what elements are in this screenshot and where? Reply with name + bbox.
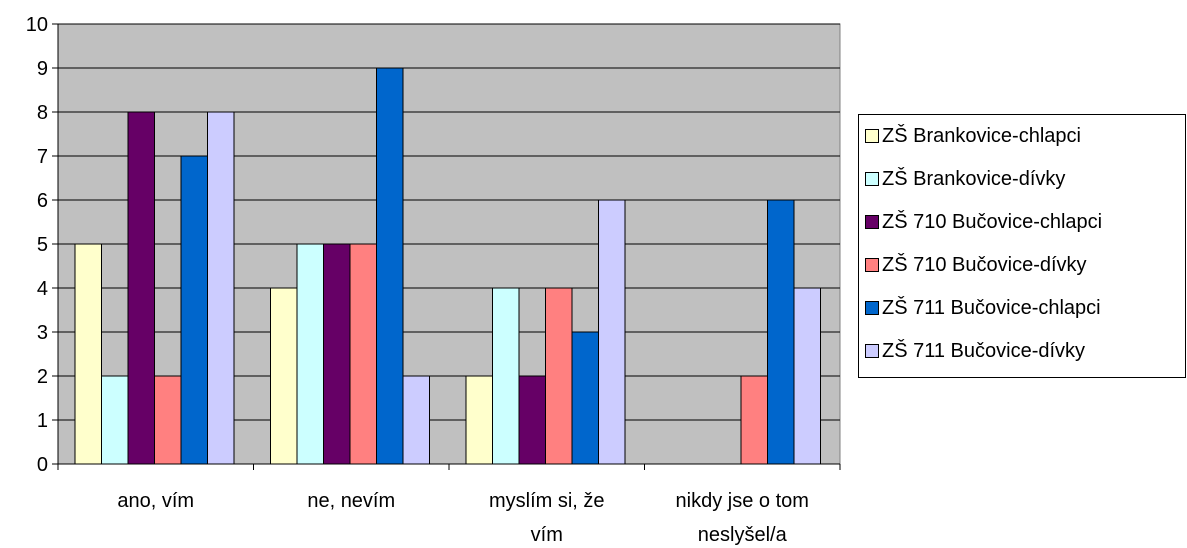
y-tick-label: 10 [26,14,48,36]
bar [74,243,102,465]
bar [296,243,324,465]
y-tick-label: 5 [37,234,48,256]
y-tick-label: 9 [37,58,48,80]
x-category-label: ne, nevím [307,490,395,512]
legend-swatch [865,301,879,315]
legend-item: ZŠ 710 Bučovice-dívky [865,250,1087,280]
legend: ZŠ Brankovice-chlapci ZŠ Brankovice-dívky… [858,114,1186,378]
bar [207,111,235,465]
bar [598,199,626,465]
bar [492,287,520,465]
bar [349,243,377,465]
legend-label: ZŠ 711 Bučovice-chlapci [882,296,1101,319]
bar [740,375,768,465]
bar [101,375,129,465]
y-tick-label: 8 [37,102,48,124]
x-category-label: nikdy jse o tom [676,490,809,512]
bar [270,287,298,465]
y-tick-label: 3 [37,322,48,344]
legend-label: ZŠ 711 Bučovice-dívky [882,339,1086,362]
legend-item: ZŠ Brankovice-chlapci [865,121,1081,151]
y-tick-label: 4 [37,278,48,300]
bar [402,375,430,465]
legend-item: ZŠ Brankovice-dívky [865,164,1065,194]
legend-item: ZŠ 710 Bučovice-chlapci [865,207,1102,237]
x-category-label: ano, vím [117,490,194,512]
legend-label: ZŠ Brankovice-chlapci [882,124,1081,147]
x-category-labels: ano, vím ne, nevím myslím si, že vím nikdy j… [117,490,809,546]
bar [323,243,351,465]
bar [465,375,493,465]
legend-swatch [865,129,879,143]
bar [127,111,155,465]
bar [154,375,182,465]
bar [793,287,821,465]
bar [767,199,795,465]
y-tick-label: 6 [37,190,48,212]
legend-label: ZŠ Brankovice-dívky [882,167,1066,190]
legend-swatch [865,172,879,186]
bar [376,67,404,465]
x-category-label: vím [531,524,563,546]
y-tick-label: 0 [37,454,48,476]
legend-swatch [865,344,879,358]
y-tick-label: 2 [37,366,48,388]
legend-swatch [865,258,879,272]
axes [52,23,841,470]
y-tick-label: 7 [37,146,48,168]
bar [180,155,208,465]
bar [571,331,599,465]
bar [545,287,573,465]
legend-label: ZŠ 710 Bučovice-dívky [882,253,1087,276]
bar [518,375,546,465]
x-category-label: neslyšel/a [698,524,788,546]
legend-label: ZŠ 710 Bučovice-chlapci [882,210,1103,233]
y-tick-label: 1 [37,410,48,432]
y-tick-labels: 0 1 2 3 4 5 6 7 8 9 10 [26,14,48,476]
legend-item: ZŠ 711 Bučovice-chlapci [865,293,1101,323]
x-category-label: myslím si, že [489,490,605,512]
legend-item: ZŠ 711 Bučovice-dívky [865,336,1085,366]
legend-swatch [865,215,879,229]
